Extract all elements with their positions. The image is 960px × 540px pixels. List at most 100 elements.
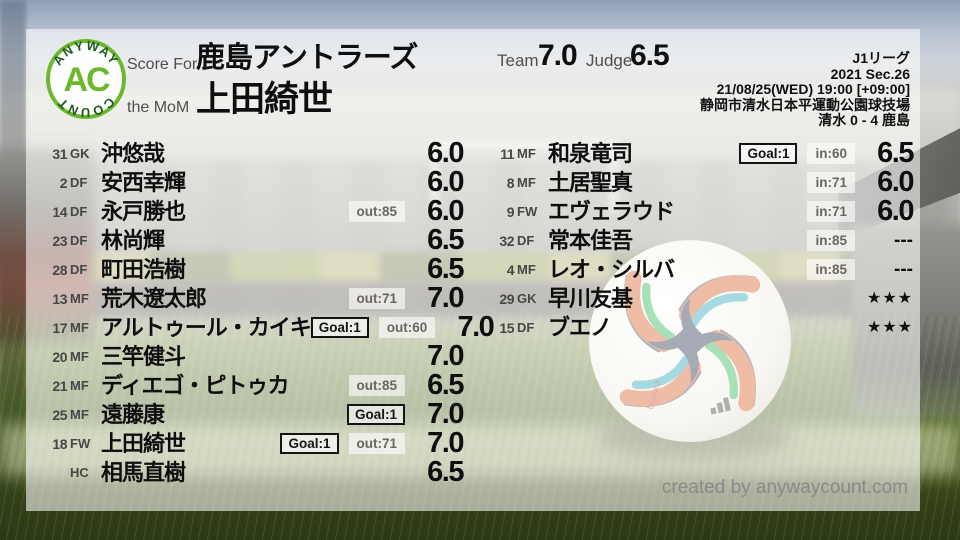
- jersey-number: 25: [52, 406, 67, 423]
- score-line: 清水 0 - 4 鹿島: [818, 112, 910, 129]
- substitution-badge: in:71: [807, 171, 855, 194]
- badges: out:85: [348, 374, 405, 397]
- player-name: 土居聖真: [548, 169, 633, 195]
- jersey-number: 17: [52, 319, 67, 336]
- jersey-number: 2: [59, 174, 68, 191]
- player-name: 町田浩樹: [101, 256, 186, 282]
- team-score-value: 7.0: [538, 39, 578, 72]
- rating-value: 6.5: [427, 253, 464, 285]
- logo-monogram: AC: [63, 61, 110, 99]
- team-name: 鹿島アントラーズ: [196, 42, 418, 74]
- player-row: HC 相馬直樹 6.5: [45, 456, 465, 488]
- jersey-number: 29: [499, 290, 514, 307]
- position-label: MF: [70, 320, 89, 335]
- badges: Goal:1 in:60: [739, 142, 855, 165]
- player-name: ディエゴ・ピトゥカ: [101, 372, 289, 398]
- jersey-number: 18: [52, 435, 67, 452]
- position-label: MF: [70, 291, 89, 306]
- match-info: J1リーグ 2021 Sec.26 21/08/25(WED) 19:00 [+…: [700, 50, 910, 129]
- goal-badge: Goal:1: [310, 316, 369, 339]
- position-label: MF: [70, 349, 89, 364]
- round-line: 2021 Sec.26: [830, 65, 910, 82]
- rating-value: 6.0: [427, 137, 464, 169]
- jersey-number: 32: [499, 232, 514, 249]
- player-name: 沖悠哉: [101, 140, 165, 166]
- position-label: DF: [70, 233, 88, 248]
- jersey-number: 8: [506, 174, 515, 191]
- players-column-left: 31 GK 沖悠哉 6.0 2 DF 安西幸輝 6.0 14 DF 永戸勝也 out:85 6.0 23 D…: [45, 137, 494, 488]
- jersey-number: 4: [506, 261, 515, 278]
- player-row: 9 FW エヴェラウド in:71 6.0: [492, 197, 915, 226]
- rating-value: 6.5: [877, 137, 914, 169]
- badges: out:85: [348, 200, 405, 223]
- jersey-number: 31: [52, 145, 67, 162]
- jersey-number: 28: [52, 261, 67, 278]
- player-name: 上田綺世: [101, 430, 186, 456]
- substitution-badge: in:85: [807, 229, 855, 252]
- substitution-badge: in:71: [807, 200, 855, 223]
- player-row: 17 MF アルトゥール・カイキ Goal:1 out:60 7.0: [45, 313, 494, 342]
- badges: in:71: [807, 200, 855, 223]
- rating-value: 7.0: [427, 398, 464, 430]
- player-row: 13 MF 荒木遼太郎 out:71 7.0: [45, 284, 464, 313]
- player-row: 31 GK 沖悠哉 6.0: [45, 137, 464, 169]
- rating-value: 6.5: [427, 456, 464, 488]
- player-name: レオ・シルバ: [548, 256, 675, 282]
- venue-line: 静岡市清水日本平運動公園球技場: [700, 96, 910, 113]
- jersey-number: 15: [499, 319, 514, 336]
- rating-value: 7.0: [457, 311, 494, 343]
- badges: in:85: [807, 229, 855, 252]
- substitution-badge: out:71: [348, 432, 405, 455]
- rating-value: ★★★: [866, 289, 913, 307]
- overlay-panel: [26, 29, 920, 511]
- player-name: 遠藤康: [101, 401, 165, 427]
- player-row: 21 MF ディエゴ・ピトゥカ out:85 6.5: [45, 369, 464, 401]
- jersey-number: 21: [52, 377, 67, 394]
- substitution-badge: out:85: [348, 374, 405, 397]
- rating-value: 7.0: [427, 340, 464, 372]
- player-row: 32 DF 常本佳吾 in:85 ---: [492, 226, 913, 255]
- player-name: 荒木遼太郎: [101, 285, 207, 311]
- badges: in:85: [807, 258, 855, 281]
- rating-value: 6.0: [427, 166, 464, 198]
- player-name: 安西幸輝: [101, 169, 186, 195]
- player-row: 28 DF 町田浩樹 6.5: [45, 253, 464, 285]
- player-name: ブエノ: [548, 314, 612, 340]
- rating-value: 7.0: [427, 427, 464, 459]
- position-label: MF: [517, 146, 536, 161]
- rating-value: ---: [894, 259, 913, 280]
- badges: in:71: [807, 171, 855, 194]
- position-label: FW: [70, 436, 91, 451]
- badges: out:71: [348, 287, 405, 310]
- position-label: GK: [70, 146, 90, 161]
- player-row: 4 MF レオ・シルバ in:85 ---: [492, 255, 913, 284]
- position-label: HC: [70, 465, 89, 480]
- player-name: 常本佳吾: [548, 227, 633, 253]
- position-label: DF: [70, 175, 88, 190]
- badges: Goal:1 out:71: [280, 432, 405, 455]
- substitution-badge: in:60: [807, 142, 855, 165]
- player-row: 14 DF 永戸勝也 out:85 6.0: [45, 197, 464, 226]
- player-row: 15 DF ブエノ ★★★: [492, 313, 913, 342]
- player-row: 25 MF 遠藤康 Goal:1 7.0: [45, 398, 464, 430]
- rating-value: ★★★: [866, 318, 913, 336]
- jersey-number: 20: [52, 348, 67, 365]
- mom-label: the MoM: [127, 99, 190, 116]
- substitution-badge: out:85: [348, 200, 405, 223]
- position-label: DF: [517, 320, 535, 335]
- jersey-number: 23: [52, 232, 67, 249]
- rating-value: ---: [894, 230, 913, 251]
- rating-value: 6.5: [427, 369, 464, 401]
- goal-badge: Goal:1: [739, 142, 798, 165]
- goal-badge: Goal:1: [346, 403, 405, 426]
- position-label: DF: [70, 262, 88, 277]
- position-label: MF: [70, 407, 89, 422]
- position-label: GK: [517, 291, 537, 306]
- player-row: 2 DF 安西幸輝 6.0: [45, 166, 465, 198]
- player-row: 20 MF 三竿健斗 7.0: [45, 340, 464, 372]
- player-name: エヴェラウド: [548, 198, 675, 224]
- jersey-number: 9: [506, 203, 515, 220]
- judge-score-value: 6.5: [630, 39, 670, 72]
- player-name: 林尚輝: [101, 227, 165, 253]
